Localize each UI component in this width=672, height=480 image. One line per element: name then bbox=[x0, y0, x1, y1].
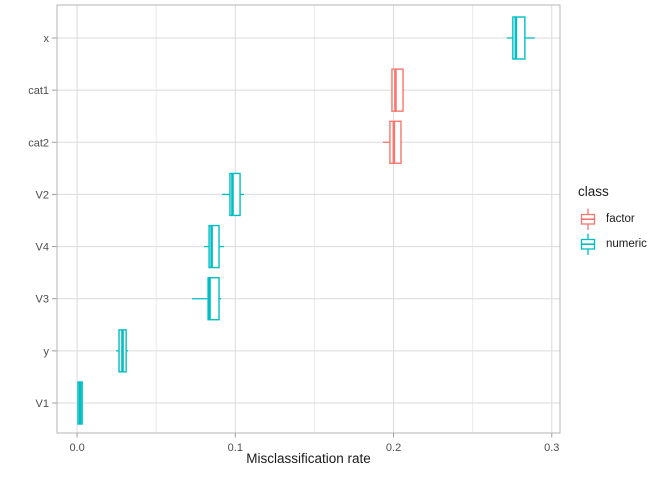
legend-item-label: factor bbox=[606, 212, 635, 225]
legend-items: factor numeric bbox=[578, 206, 647, 256]
panel-border bbox=[56, 4, 561, 434]
legend-item-label: numeric bbox=[606, 237, 647, 250]
y-category-label: V3 bbox=[36, 294, 49, 306]
boxplot-key-icon bbox=[580, 208, 596, 230]
x-axis-title: Misclassification rate bbox=[246, 451, 371, 466]
y-category-label: x bbox=[44, 33, 50, 45]
box-V2 bbox=[229, 172, 241, 217]
legend-title: class bbox=[578, 184, 609, 199]
y-category-label: V2 bbox=[36, 189, 49, 201]
legend-item-factor: factor bbox=[578, 206, 647, 231]
x-tick-label: 0.0 bbox=[69, 442, 84, 454]
boxplot-key-icon bbox=[580, 233, 596, 255]
y-category-label: cat1 bbox=[28, 85, 49, 97]
legend-item-numeric: numeric bbox=[578, 231, 647, 256]
y-category-label: cat2 bbox=[28, 137, 49, 149]
box-cat2 bbox=[389, 120, 402, 164]
x-tick-label: 0.3 bbox=[544, 442, 559, 454]
box-cat1 bbox=[391, 68, 404, 112]
y-category-label: V4 bbox=[36, 242, 49, 254]
x-tick-label: 0.1 bbox=[228, 442, 243, 454]
box-V3 bbox=[207, 277, 220, 321]
y-category-label: y bbox=[44, 346, 50, 358]
x-tick-label: 0.2 bbox=[386, 442, 401, 454]
legend: class factor numeric bbox=[578, 184, 647, 256]
y-category-label: V1 bbox=[36, 398, 49, 410]
box-V4 bbox=[208, 224, 220, 269]
